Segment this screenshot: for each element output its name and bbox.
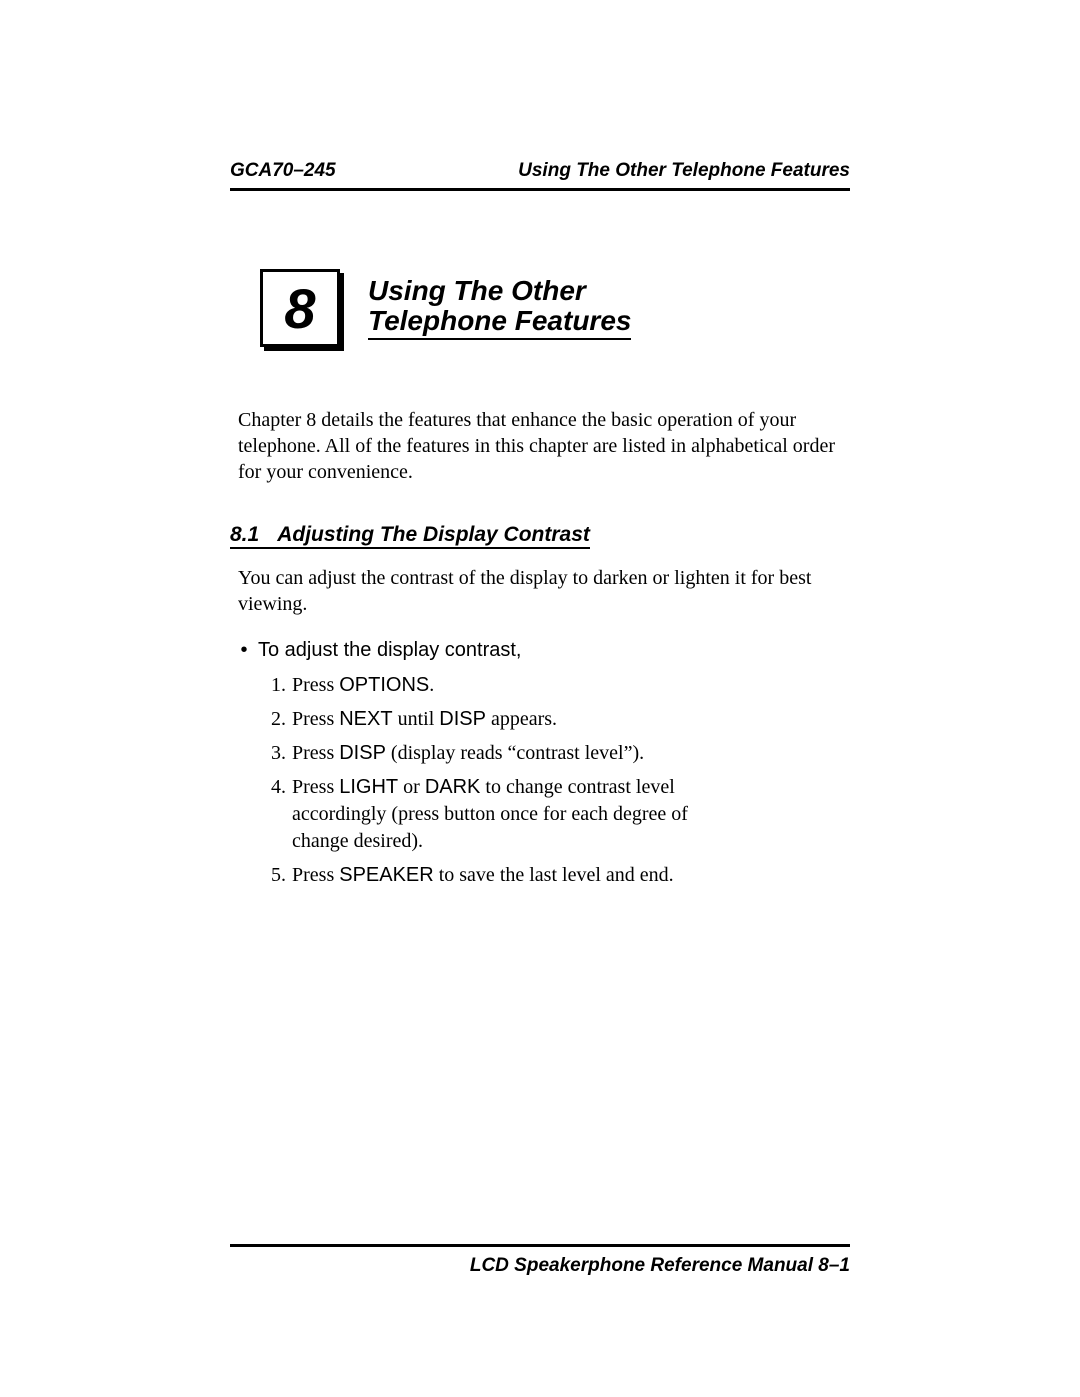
manual-page: GCA70–245 Using The Other Telephone Feat… (0, 0, 1080, 1397)
key-label: SPEAKER (339, 864, 433, 886)
key-label: DISP (439, 708, 486, 730)
step-item: 1. Press OPTIONS. (262, 672, 850, 699)
section-title: Adjusting The Display Contrast (277, 523, 590, 546)
chapter-number: 8 (284, 276, 315, 341)
step-text: Press SPEAKER to save the last level and… (292, 862, 674, 889)
bullet-item: • To adjust the display contrast, (230, 639, 850, 662)
chapter-intro: Chapter 8 details the features that enha… (238, 407, 850, 485)
step-item: 3. Press DISP (display reads “contrast l… (262, 740, 850, 767)
step-text: Press NEXT until DISP appears. (292, 706, 557, 733)
step-list: 1. Press OPTIONS. 2. Press NEXT until DI… (262, 672, 850, 889)
step-text: Press LIGHT or DARK to change contrast l… (292, 774, 712, 855)
bullet-text: To adjust the display contrast, (258, 639, 521, 662)
key-label: LIGHT (339, 776, 398, 798)
key-label: DARK (425, 776, 481, 798)
section-heading: 8.1 Adjusting The Display Contrast (230, 523, 590, 549)
chapter-title-line1: Using The Other (368, 275, 586, 306)
chapter-title-line2: Telephone Features (368, 305, 631, 336)
chapter-title: Using The Other Telephone Features (368, 276, 631, 340)
step-item: 2. Press NEXT until DISP appears. (262, 706, 850, 733)
section-8-1: 8.1 Adjusting The Display Contrast You ca… (230, 523, 850, 889)
step-item: 5. Press SPEAKER to save the last level … (262, 862, 850, 889)
key-label: NEXT (339, 708, 392, 730)
header-left: GCA70–245 (230, 160, 336, 182)
chapter-title-wrap: Using The Other Telephone Features (368, 276, 631, 340)
chapter-number-box: 8 (260, 269, 340, 347)
section-paragraph: You can adjust the contrast of the displ… (238, 565, 850, 617)
step-text: Press DISP (display reads “contrast leve… (292, 740, 644, 767)
footer-text: LCD Speakerphone Reference Manual 8–1 (470, 1255, 850, 1276)
section-number: 8.1 (230, 523, 259, 546)
step-number: 1. (262, 672, 286, 699)
step-number: 3. (262, 740, 286, 767)
header-right: Using The Other Telephone Features (518, 160, 850, 182)
step-number: 5. (262, 862, 286, 889)
key-label: DISP (339, 742, 386, 764)
chapter-heading-block: 8 Using The Other Telephone Features (260, 269, 850, 347)
step-number: 2. (262, 706, 286, 733)
running-footer: LCD Speakerphone Reference Manual 8–1 (230, 1244, 850, 1277)
step-text: Press OPTIONS. (292, 672, 434, 699)
bullet-dot-icon: • (230, 639, 258, 662)
running-header: GCA70–245 Using The Other Telephone Feat… (230, 160, 850, 191)
step-item: 4. Press LIGHT or DARK to change contras… (262, 774, 850, 855)
step-number: 4. (262, 774, 286, 855)
key-label: OPTIONS (339, 674, 429, 696)
